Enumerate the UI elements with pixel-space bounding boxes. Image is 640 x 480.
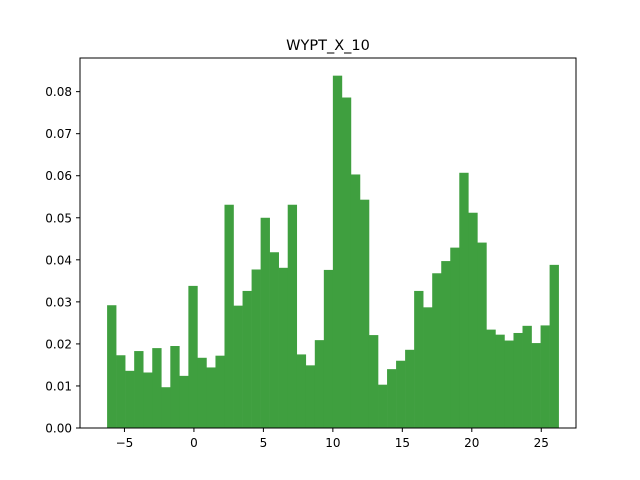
y-axis-ticks: 0.00 0.01 0.02 0.03 0.04 0.05 0.06 0.07 0.08 <box>45 85 80 436</box>
histogram-bar <box>305 365 316 428</box>
x-tick-label: 25 <box>534 436 549 450</box>
y-tick-label: 0.00 <box>45 422 72 436</box>
histogram-bar <box>477 242 487 428</box>
histogram-bar <box>540 325 550 428</box>
histogram-bar <box>107 305 117 428</box>
x-tick-label: 10 <box>325 436 340 450</box>
histogram-bar <box>188 285 198 428</box>
histogram-bar <box>414 290 424 428</box>
x-tick-label: 15 <box>395 436 410 450</box>
histogram-bar <box>486 329 496 428</box>
y-tick-label: 0.07 <box>45 127 72 141</box>
histogram-bar <box>396 360 406 428</box>
histogram-bar <box>495 334 505 428</box>
y-tick-label: 0.04 <box>45 253 72 267</box>
histogram-bar <box>323 269 334 428</box>
histogram-bar <box>161 387 171 428</box>
y-tick-label: 0.05 <box>45 211 72 225</box>
x-tick-label: −5 <box>116 436 134 450</box>
histogram-bar <box>233 305 243 428</box>
bars-group <box>107 75 559 429</box>
histogram-bar <box>170 346 180 428</box>
histogram-bar <box>549 264 559 428</box>
histogram-bar <box>423 307 433 428</box>
histogram-bar <box>215 355 225 428</box>
histogram-bar <box>341 97 352 429</box>
y-tick-label: 0.06 <box>45 169 72 183</box>
histogram-bar <box>197 357 207 428</box>
histogram-bar <box>143 372 153 428</box>
histogram-bar <box>405 349 415 428</box>
histogram-bar <box>522 325 532 428</box>
histogram-bar <box>314 340 325 429</box>
y-tick-label: 0.01 <box>45 379 72 393</box>
plot-frame <box>79 57 577 429</box>
histogram-bar <box>179 375 189 428</box>
histogram-bar <box>441 261 451 428</box>
histogram-bar <box>332 75 343 428</box>
histogram-bar <box>432 273 442 428</box>
histogram-bar <box>387 369 397 428</box>
histogram-bar <box>260 217 270 428</box>
x-tick-label: 5 <box>260 436 268 450</box>
histogram-bar <box>459 172 469 428</box>
histogram-bar <box>269 252 279 428</box>
y-tick-label: 0.08 <box>45 85 72 99</box>
histogram-bar <box>242 290 252 428</box>
chart-title: WYPT_X_10 <box>286 38 370 54</box>
histogram-bar <box>206 367 216 428</box>
histogram-bar <box>531 343 541 428</box>
histogram-bar <box>350 174 361 428</box>
y-tick-label: 0.03 <box>45 295 72 309</box>
histogram-bar <box>251 269 261 428</box>
histogram-bar <box>513 332 523 428</box>
x-axis-ticks: −5 0 5 10 15 20 25 <box>116 428 549 450</box>
histogram-bar <box>116 355 126 428</box>
histogram-bar <box>224 204 234 428</box>
histogram-bar <box>504 340 514 428</box>
histogram-bar <box>296 354 307 428</box>
histogram-bar <box>450 247 460 428</box>
histogram-bar <box>287 204 298 428</box>
histogram-bar <box>468 212 478 428</box>
histogram-bar <box>134 351 144 428</box>
histogram-bar <box>368 335 379 428</box>
y-tick-label: 0.02 <box>45 337 72 351</box>
x-tick-label: 20 <box>464 436 479 450</box>
histogram-bar <box>378 384 388 428</box>
histogram-bar <box>152 348 162 428</box>
x-tick-label: 0 <box>190 436 198 450</box>
histogram-bar <box>278 267 289 428</box>
histogram-bar <box>359 199 370 428</box>
histogram-bar <box>125 370 135 428</box>
